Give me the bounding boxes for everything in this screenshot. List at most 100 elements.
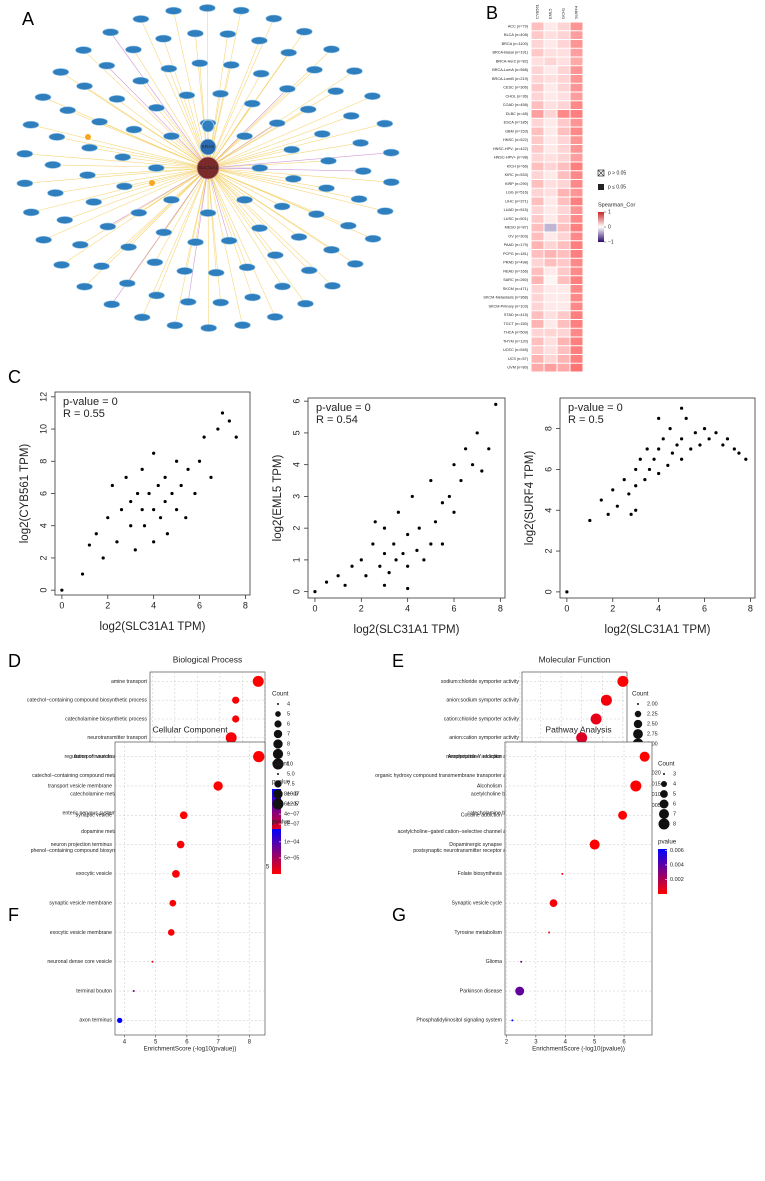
gene-node xyxy=(251,164,269,172)
edge xyxy=(207,167,276,318)
panel-label: G xyxy=(392,905,406,925)
point xyxy=(124,475,128,479)
edge xyxy=(30,124,209,169)
point xyxy=(350,564,354,568)
point xyxy=(184,516,188,520)
legend-label: 7 xyxy=(673,811,676,817)
row-label: HNSC-HPV- (n=422) xyxy=(493,147,529,151)
heat-cell xyxy=(531,346,544,354)
point xyxy=(447,494,451,499)
heat-cell xyxy=(557,48,570,57)
heat-cell xyxy=(531,285,544,293)
gene-node xyxy=(99,222,117,231)
point xyxy=(459,478,463,483)
row-label: CHOL (n=36) xyxy=(505,94,528,98)
y-tick-label: sodium:chloride symporter activity xyxy=(441,679,520,685)
point xyxy=(382,526,387,530)
gene-node xyxy=(81,143,98,152)
gene-node xyxy=(268,119,286,128)
edge xyxy=(207,167,209,329)
gene-node xyxy=(352,139,369,147)
x-tick-label: 5 xyxy=(593,1040,597,1046)
colorbar-title: Spearman_Cor xyxy=(598,202,635,208)
point xyxy=(666,463,670,467)
gene-node xyxy=(251,224,268,233)
legend-label: 12.5 xyxy=(287,801,298,807)
legend-label: 2.75 xyxy=(647,731,658,737)
gene-node xyxy=(91,117,108,126)
point xyxy=(406,564,410,568)
gene-node xyxy=(273,202,291,211)
heat-cell xyxy=(570,83,583,92)
x-tick-label: 8.5 xyxy=(261,865,270,871)
heat-cell xyxy=(531,258,544,267)
x-tick-label: 4 xyxy=(564,1040,568,1046)
point xyxy=(80,572,85,576)
point xyxy=(475,431,479,435)
heat-cell xyxy=(544,223,557,232)
heat-cell xyxy=(557,363,570,372)
heat-cell xyxy=(570,188,583,197)
heat-cell xyxy=(570,101,583,109)
point xyxy=(422,558,426,562)
edge xyxy=(56,136,209,169)
dot xyxy=(520,960,523,963)
heat-cell xyxy=(531,241,544,249)
point xyxy=(725,437,730,441)
gene-node xyxy=(382,148,400,157)
colorbar xyxy=(598,212,604,242)
legend-dot xyxy=(633,729,643,739)
heat-cell xyxy=(570,258,583,267)
heat-cell xyxy=(531,311,544,319)
gene-node xyxy=(299,105,317,114)
x-tick-label: 5 xyxy=(154,1040,158,1046)
x-tick-label: 6 xyxy=(622,1040,626,1046)
gene-node xyxy=(346,260,364,268)
gene-node xyxy=(232,6,250,15)
row-label: KIRP (n=290) xyxy=(505,182,529,186)
y-tick-label: exocytic vesicle membrane xyxy=(50,930,112,936)
x-tick-label: 7 xyxy=(216,1040,220,1046)
dot xyxy=(511,1019,514,1022)
gene-node xyxy=(313,130,331,138)
x-tick-label: 6 xyxy=(197,600,202,610)
gene-node xyxy=(163,132,180,141)
heat-cell xyxy=(570,223,583,232)
node-label: KRAS xyxy=(202,144,214,149)
heat-cell xyxy=(544,66,557,74)
gene-node xyxy=(323,245,340,254)
y-tick-label: Folate biosynthesis xyxy=(458,871,503,877)
gene-node xyxy=(155,34,172,43)
point xyxy=(634,508,638,512)
legend-label: 6 xyxy=(287,721,290,727)
legend-dot xyxy=(659,799,669,809)
heat-cell xyxy=(557,22,570,31)
colorbar-tick-label: 0.0020 xyxy=(644,771,661,777)
point xyxy=(396,510,400,514)
edge xyxy=(156,107,209,169)
panel-label: C xyxy=(8,367,21,387)
y-tick-label: 5 xyxy=(291,430,301,435)
heat-cell xyxy=(570,320,583,328)
gene-node xyxy=(146,258,164,267)
point xyxy=(392,542,396,546)
y-tick-label: 6 xyxy=(543,467,553,472)
edge xyxy=(83,49,209,169)
y-tick-label: transport vesicle xyxy=(74,754,112,760)
gene-node xyxy=(222,61,240,69)
chart-title: Biological Process xyxy=(173,654,242,664)
gene-node xyxy=(72,240,89,249)
y-tick-label: transport vesicle membrane xyxy=(48,783,112,789)
point xyxy=(470,463,475,467)
y-tick-label: amine transport xyxy=(111,679,148,685)
gene-node xyxy=(130,208,148,217)
edge xyxy=(89,147,209,169)
heat-cell xyxy=(570,328,583,337)
colorbar-tick-label: 5e−05 xyxy=(284,855,299,861)
point xyxy=(94,532,98,536)
heat-cell xyxy=(557,101,570,109)
edge xyxy=(207,167,349,227)
y-tick-label: postsynaptic neurotransmitter receptor a… xyxy=(413,848,519,854)
chart-title: Pathway Analysis xyxy=(545,724,611,734)
